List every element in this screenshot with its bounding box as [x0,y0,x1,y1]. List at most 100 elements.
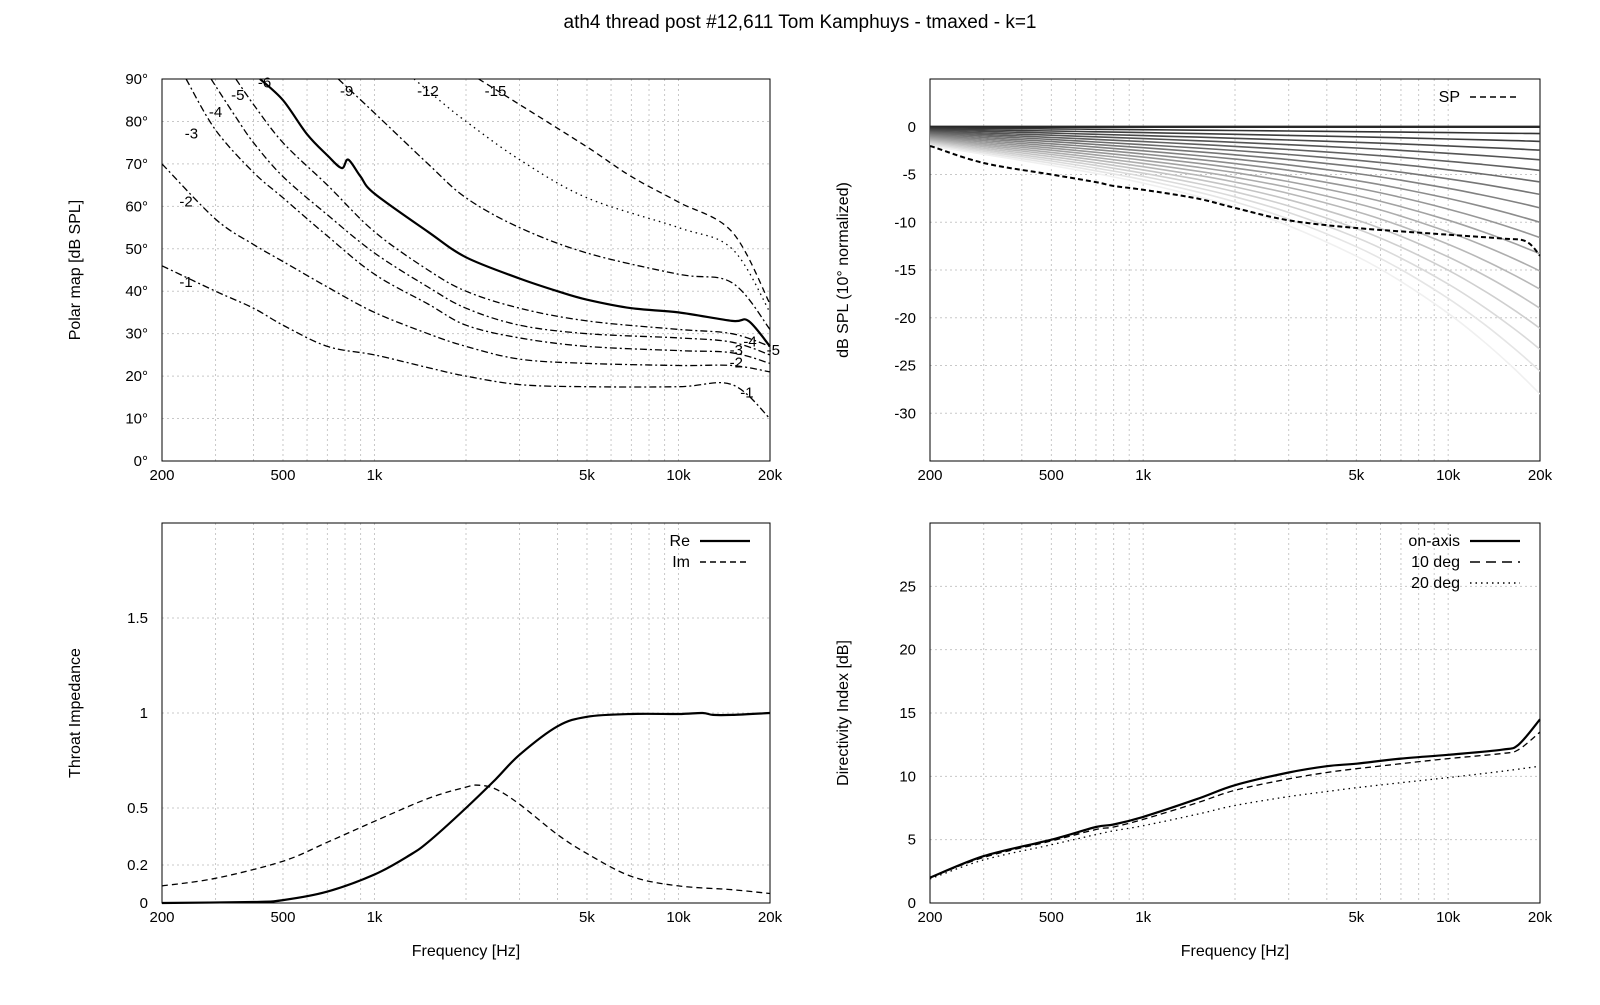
polar-plot-frame [161,78,771,462]
polar-series-1-line [161,265,771,420]
polar-x-tick-label: 200 [149,467,174,484]
figure-title: ath4 thread post #12,611 Tom Kamphuys - … [564,12,1037,33]
impedance-legend-label: Im [672,554,690,571]
spl-y-tick-label: -10 [894,214,916,231]
spl-x-tick-label: 5k [1348,467,1364,484]
polar-series-15-line [478,78,771,305]
polar-y-tick-label: 0° [134,453,148,470]
impedance-x-tick-label: 500 [270,909,295,926]
polar-series-5-line [235,78,771,348]
impedance-y-tick-label: 1.5 [127,610,148,627]
polar-x-tick-label: 20k [758,467,783,484]
polar-series-6-line [259,78,771,348]
spl-offaxis-curve [930,140,1540,309]
polar-series-4-line [210,78,771,356]
polar-contour-label: -4 [209,104,222,121]
spl-offaxis-curve [930,128,1540,143]
impedance-legend-label: Re [670,533,691,550]
polar-contour-label: -12 [417,83,439,100]
spl-x-tick-label: 10k [1436,467,1461,484]
impedance-x-tick-label: 20k [758,909,783,926]
impedance-x-axis-label: Frequency [Hz] [412,943,520,960]
spl-offaxis-curve [930,141,1540,330]
di-y-tick-label: 10 [899,768,916,785]
di-legend-label: 10 deg [1411,554,1460,571]
polar-y-axis-label: Polar map [dB SPL] [67,200,84,341]
polar-series-12-line [413,78,771,313]
polar-y-tick-label: 70° [125,156,148,173]
spl-y-tick-label: -5 [903,167,916,184]
polar-y-tick-label: 50° [125,241,148,258]
spl-sp-curve [929,144,1541,257]
impedance-panel: 200 500 1k 5k 10k 20k 0 0.2 0.5 1 1.5 Throat Impeda… [67,522,783,960]
polar-grid [162,79,770,461]
spl-offaxis-curves [930,125,1540,395]
polar-contour-label: -4 [743,333,756,350]
impedance-x-tick-label: 200 [149,909,174,926]
spl-offaxis-curve [930,139,1540,290]
di-x-tick-label: 10k [1436,909,1461,926]
di-x-tick-label: 20k [1528,909,1553,926]
polar-y-tick-label: 80° [125,113,148,130]
polar-series-9-line [337,78,771,330]
di-legend-label: on-axis [1408,533,1460,550]
spl-x-tick-label: 200 [917,467,942,484]
polar-contour-label: -9 [340,83,353,100]
polar-contour-label: -15 [485,83,507,100]
di-x-tick-label: 1k [1135,909,1151,926]
spl-offaxis-curve [930,144,1540,372]
impedance-y-axis-label: Throat Impedance [67,648,84,778]
spl-y-tick-label: -30 [894,405,916,422]
polar-contour-label: -2 [730,355,743,372]
polar-contour-label: -3 [730,342,743,359]
di-y-tick-label: 5 [908,832,916,849]
polar-contour-label: -6 [258,74,271,91]
di-y-tick-label: 25 [899,578,916,595]
spl-offaxis-curve [930,134,1540,209]
di-grid [930,523,1540,903]
polar-contour-label: -5 [767,342,780,359]
spl-y-tick-label: -15 [894,262,916,279]
polar-x-tick-label: 10k [666,467,691,484]
di-series-10-deg-line [929,731,1541,879]
di-x-axis-label: Frequency [Hz] [1181,943,1289,960]
spl-offaxis-curve [930,132,1540,183]
di-x-tick-label: 200 [917,909,942,926]
polar-y-tick-label: 40° [125,283,148,300]
spl-y-tick-label: 0 [908,119,916,136]
spl-offaxis-curve [930,127,1540,135]
impedance-x-tick-label: 10k [666,909,691,926]
polar-contour-label: -1 [179,274,192,291]
polar-contour-label: -2 [179,193,192,210]
impedance-series-Re-line [161,711,771,905]
polar-y-tick-label: 20° [125,368,148,385]
impedance-y-tick-label: 0.5 [127,800,148,817]
impedance-y-tick-label: 0 [140,895,148,912]
polar-contour-label: -1 [740,384,753,401]
spl-legend-label: SP [1439,89,1460,106]
impedance-series-Im-line [161,784,771,895]
polar-panel: 200 500 1k 5k 10k 20k 0° 10° 20° 30° 40° 50° 60° 70° 8… [67,71,783,484]
di-x-tick-label: 500 [1039,909,1064,926]
di-y-tick-label: 0 [908,895,916,912]
di-panel: 200 500 1k 5k 10k 20k 0 5 10 15 20 25 Directivity In… [835,522,1553,960]
di-y-tick-label: 15 [899,705,916,722]
spl-offaxis-curve [930,135,1540,224]
polar-series-3-line [185,78,771,365]
polar-contour-label: -5 [231,87,244,104]
polar-y-tick-label: 10° [125,411,148,428]
spl-y-tick-label: -20 [894,310,916,327]
spl-offaxis-curve [930,145,1540,395]
polar-contour-label: -3 [185,125,198,142]
polar-x-tick-label: 500 [270,467,295,484]
di-y-axis-label: Directivity Index [dB] [835,640,852,786]
di-y-tick-label: 20 [899,642,916,659]
impedance-y-tick-label: 1 [140,705,148,722]
polar-series-2-line [161,163,771,373]
di-x-tick-label: 5k [1348,909,1364,926]
spl-offaxis-curve [930,137,1540,255]
impedance-x-tick-label: 1k [367,909,383,926]
polar-y-tick-label: 30° [125,326,148,343]
impedance-y-tick-label: 0.2 [127,857,148,874]
